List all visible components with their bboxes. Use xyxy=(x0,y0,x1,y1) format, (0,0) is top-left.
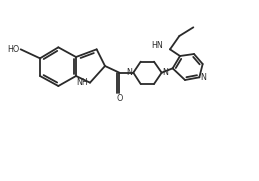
Text: NH: NH xyxy=(76,78,88,87)
Text: O: O xyxy=(116,94,123,103)
Text: N: N xyxy=(200,73,206,82)
Text: N: N xyxy=(163,68,169,77)
Text: N: N xyxy=(126,68,132,77)
Text: HO: HO xyxy=(8,45,20,54)
Text: HN: HN xyxy=(151,41,163,50)
